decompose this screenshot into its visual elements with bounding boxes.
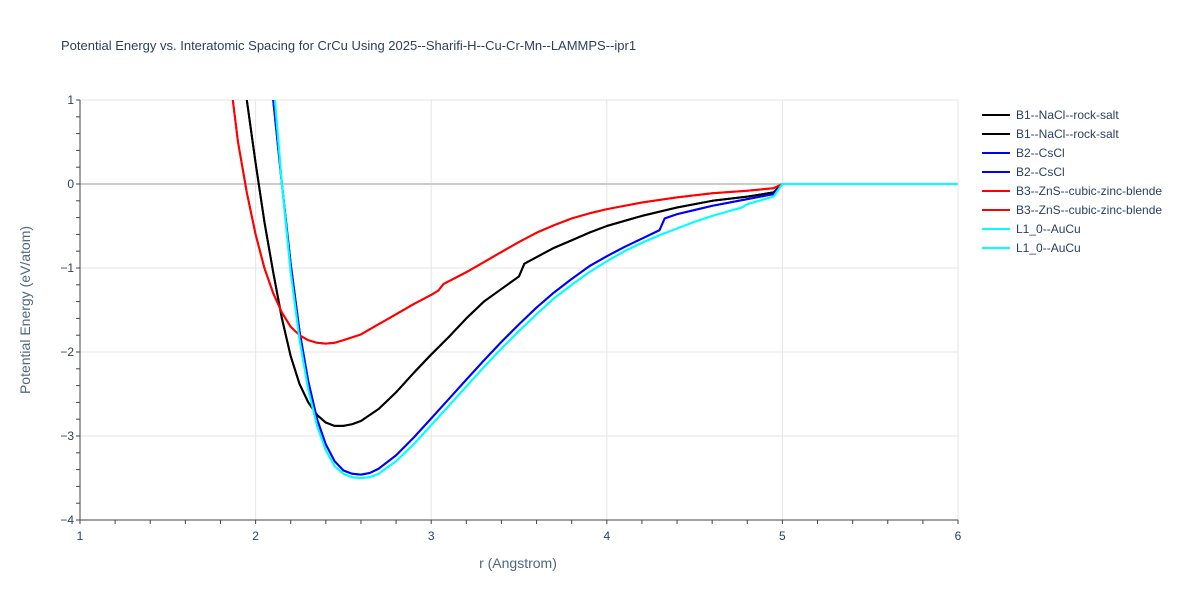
plot-area: [231, 100, 958, 479]
x-tick-label: 3: [428, 529, 435, 543]
y-tick-label: 0: [67, 177, 74, 191]
legend-item[interactable]: L1_0--AuCu: [982, 222, 1081, 236]
legend-item[interactable]: B2--CsCl: [982, 165, 1065, 179]
x-tick-label: 2: [252, 529, 259, 543]
y-tick-label: −4: [60, 513, 74, 527]
legend-label: B3--ZnS--cubic-zinc-blende: [1016, 203, 1162, 217]
legend-label: B1--NaCl--rock-salt: [1016, 127, 1119, 141]
y-tick-label: −2: [60, 345, 74, 359]
legend-label: B2--CsCl: [1016, 146, 1065, 160]
chart-title: Potential Energy vs. Interatomic Spacing…: [61, 38, 636, 53]
x-tick-label: 4: [603, 529, 610, 543]
legend-item[interactable]: L1_0--AuCu: [982, 241, 1081, 255]
series-line-6: [273, 100, 958, 479]
y-tick-label: −1: [60, 261, 74, 275]
series-line-3: [272, 100, 784, 476]
y-tick-label: −3: [60, 429, 74, 443]
legend-label: B1--NaCl--rock-salt: [1016, 108, 1119, 122]
series-line-2: [272, 100, 958, 476]
grid: [80, 99, 959, 520]
legend-label: L1_0--AuCu: [1016, 222, 1081, 236]
legend-item[interactable]: B1--NaCl--rock-salt: [982, 108, 1119, 122]
series-line-7: [273, 100, 784, 479]
series-line-5: [231, 100, 784, 345]
y-tick-label: 1: [67, 93, 74, 107]
series-line-4: [231, 100, 958, 345]
legend-item[interactable]: B3--ZnS--cubic-zinc-blende: [982, 203, 1162, 217]
x-tick-label: 6: [955, 529, 962, 543]
legend-label: B2--CsCl: [1016, 165, 1065, 179]
x-tick-label: 1: [77, 529, 84, 543]
x-axis-title: r (Angstrom): [479, 555, 557, 571]
legend-item[interactable]: B3--ZnS--cubic-zinc-blende: [982, 184, 1162, 198]
axes: 1 2 3 4 5 6 −4 −3 −2 −1 0 1: [60, 93, 961, 543]
legend-item[interactable]: B1--NaCl--rock-salt: [982, 127, 1119, 141]
legend-label: B3--ZnS--cubic-zinc-blende: [1016, 184, 1162, 198]
legend-label: L1_0--AuCu: [1016, 241, 1081, 255]
series-line-1: [245, 100, 784, 427]
x-tick-label: 5: [779, 529, 786, 543]
legend[interactable]: B1--NaCl--rock-salt B1--NaCl--rock-salt B2…: [982, 108, 1162, 255]
y-axis-title: Potential Energy (eV/atom): [17, 226, 33, 394]
legend-item[interactable]: B2--CsCl: [982, 146, 1065, 160]
